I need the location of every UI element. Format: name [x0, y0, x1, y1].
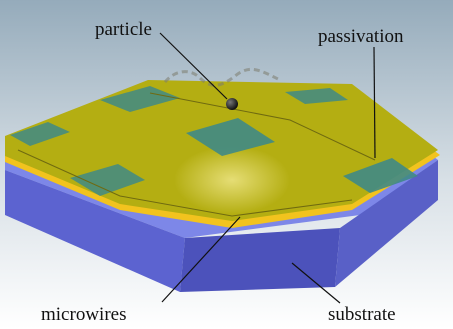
label-passivation: passivation — [318, 27, 404, 46]
glow-highlight — [174, 146, 290, 214]
particle-ball — [226, 98, 238, 110]
label-microwires: microwires — [41, 305, 126, 324]
label-substrate: substrate — [328, 305, 396, 324]
label-particle: particle — [95, 20, 152, 39]
